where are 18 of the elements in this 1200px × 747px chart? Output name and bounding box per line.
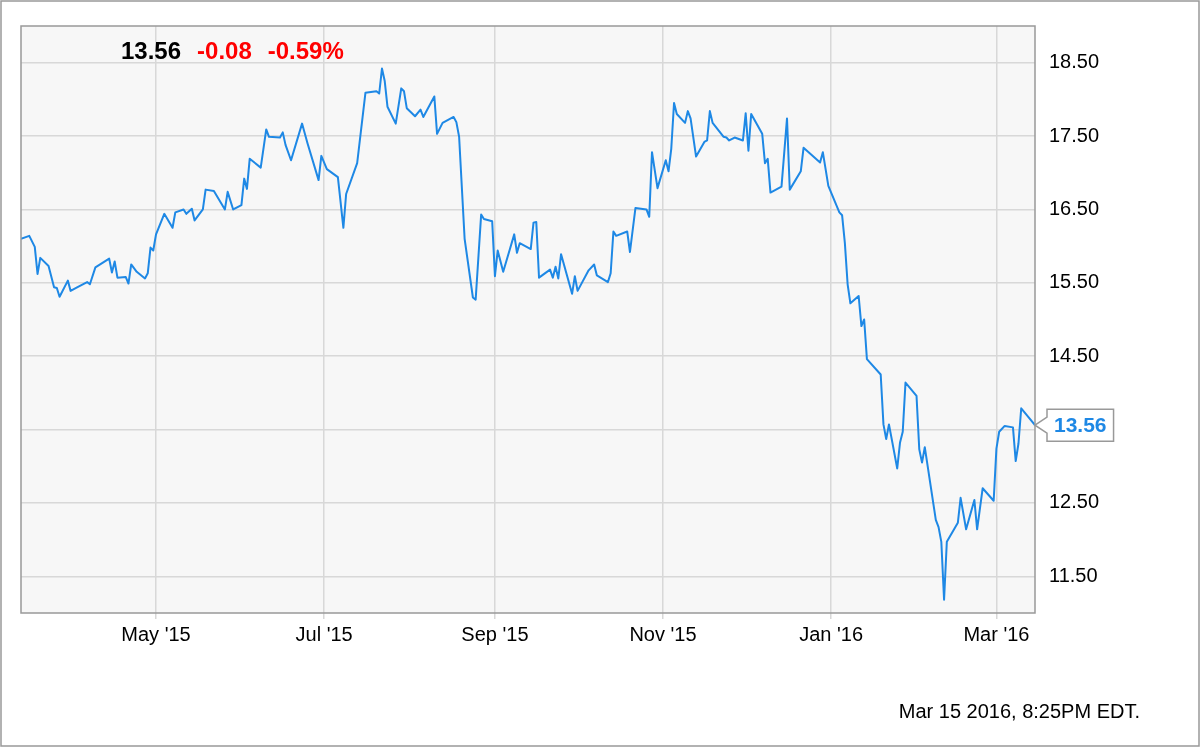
x-tick-label: Sep '15 — [461, 622, 529, 645]
x-tick-label: May '15 — [121, 622, 191, 645]
annotation: 13.56 — [121, 36, 182, 64]
text: Mar 15 2016, 8:25PM EDT. — [898, 699, 1140, 722]
x-tick-label: Mar '16 — [963, 622, 1030, 645]
y-tick-label: 17.50 — [1049, 123, 1100, 146]
y-tick-label: 11.50 — [1049, 563, 1098, 586]
y-tick-label: 14.50 — [1049, 343, 1100, 366]
x-tick-label: Jul '15 — [295, 622, 353, 645]
y-tick-label: 16.50 — [1049, 196, 1100, 219]
y-tick-label: 18.50 — [1049, 50, 1100, 73]
annotation: -0.59% — [267, 36, 344, 64]
y-tick-label: 12.50 — [1049, 490, 1100, 513]
annotation: -0.08 — [197, 36, 252, 64]
x-tick-label: Jan '16 — [799, 622, 864, 645]
annotation: 13.56 — [1054, 412, 1107, 436]
y-tick-label: 15.50 — [1049, 270, 1100, 293]
x-tick-label: Nov '15 — [629, 622, 697, 645]
